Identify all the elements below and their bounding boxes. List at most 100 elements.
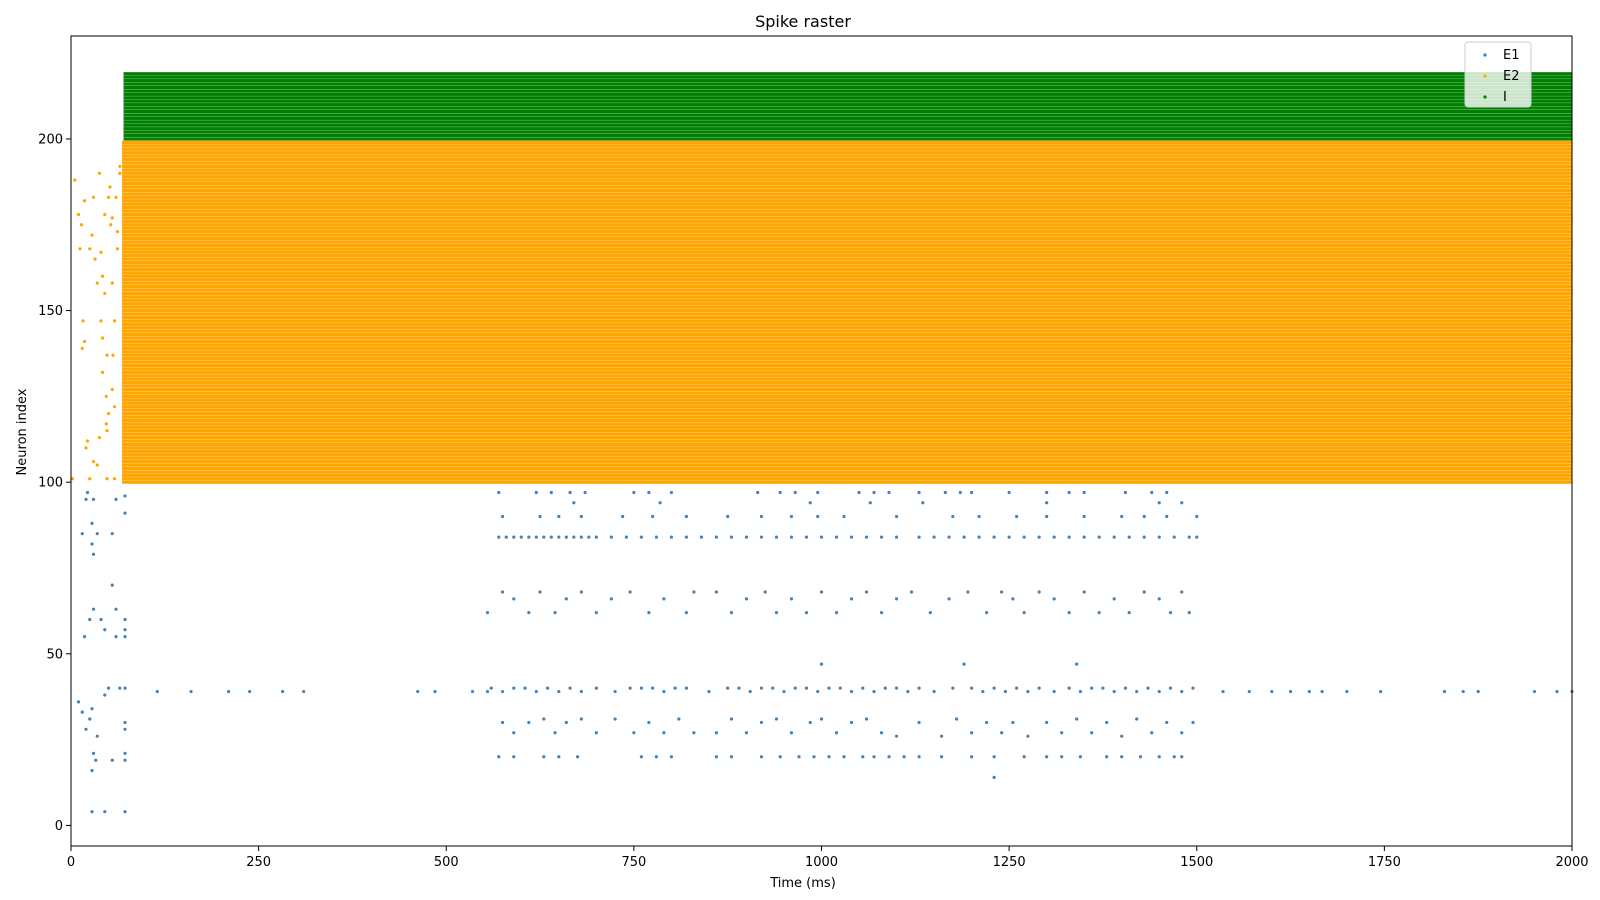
spike-point-e1	[744, 597, 749, 601]
spike-point-e1	[838, 686, 842, 690]
spike-point-e1	[1135, 689, 1139, 694]
spike-row-i	[123, 106, 1572, 110]
spike-row-i	[123, 123, 1572, 127]
spike-point-e2	[95, 281, 99, 285]
spike-row-e2	[122, 470, 1573, 474]
spike-point-e1	[1172, 755, 1176, 759]
spike-row-e2	[122, 343, 1573, 347]
spike-point-e1	[639, 535, 643, 539]
spike-point-e1	[1142, 535, 1146, 539]
spike-point-e1	[1307, 689, 1311, 694]
spike-point-e2	[108, 185, 112, 189]
spike-point-e1	[114, 497, 118, 501]
spike-point-e1	[553, 731, 557, 735]
spike-point-e1	[572, 501, 576, 505]
spike-point-e1	[189, 689, 193, 694]
legend-label-e1: E1	[1503, 48, 1520, 63]
spike-point-e2	[88, 477, 92, 481]
spike-point-e1	[1247, 689, 1251, 694]
spike-point-e1	[1157, 535, 1161, 539]
spike-point-e1	[872, 490, 876, 495]
spike-point-e1	[951, 514, 955, 519]
spike-point-e1	[849, 597, 854, 601]
spike-point-e1	[1007, 490, 1011, 495]
spike-row-e2	[122, 463, 1573, 467]
spike-row-e2	[122, 326, 1573, 330]
spike-point-e1	[1078, 755, 1083, 759]
spike-point-e1	[80, 532, 84, 536]
spike-point-e1	[729, 717, 734, 721]
spike-point-e1	[684, 611, 689, 615]
spike-point-e2	[104, 422, 108, 426]
spike-point-e1	[951, 686, 955, 690]
spike-row-e2	[122, 264, 1573, 268]
spike-point-e1	[759, 755, 764, 759]
spike-point-e2	[82, 199, 87, 203]
spike-row-e2	[122, 171, 1573, 175]
spike-point-e1	[500, 689, 505, 694]
spike-point-e1	[1120, 734, 1124, 738]
spike-row-e2	[122, 422, 1573, 426]
spike-point-e1	[1180, 731, 1184, 735]
spike-point-e2	[80, 346, 84, 350]
spike-point-e1	[1022, 611, 1026, 615]
spike-point-e1	[1105, 720, 1109, 725]
spike-point-e1	[1060, 731, 1064, 735]
spike-point-e1	[549, 535, 553, 539]
spike-point-e1	[1090, 686, 1094, 690]
legend-box	[1464, 41, 1532, 108]
spike-point-e1	[1011, 597, 1015, 601]
spike-point-e1	[756, 490, 760, 495]
x-tick-label: 750	[621, 855, 646, 870]
spike-point-e1	[729, 755, 734, 759]
spike-point-e1	[1082, 590, 1086, 594]
spike-point-e1	[658, 501, 662, 505]
spike-point-e2	[70, 477, 75, 481]
spike-point-e1	[1078, 689, 1083, 694]
spike-row-e2	[122, 473, 1573, 477]
spike-row-e2	[122, 278, 1573, 282]
spike-point-e1	[512, 731, 516, 735]
spike-point-e1	[774, 535, 779, 539]
spike-row-e2	[122, 408, 1573, 412]
spike-point-e1	[504, 535, 508, 539]
spike-point-e1	[1195, 535, 1199, 539]
spike-row-e2	[122, 240, 1573, 244]
spike-point-e2	[110, 387, 114, 392]
spike-row-e2	[122, 288, 1573, 292]
spike-point-e1	[110, 532, 114, 536]
spike-row-i	[123, 85, 1572, 90]
spike-point-e1	[947, 597, 951, 601]
spike-row-e2	[122, 199, 1573, 203]
spike-point-e1	[123, 758, 127, 762]
spike-row-e2	[122, 202, 1573, 206]
spike-point-e1	[673, 686, 677, 690]
spike-point-e1	[84, 497, 88, 501]
spike-point-e1	[90, 542, 94, 546]
spike-point-e1	[789, 597, 794, 601]
spike-point-e1	[970, 755, 974, 759]
spike-point-e1	[902, 755, 906, 759]
spike-row-e2	[122, 405, 1573, 409]
spike-point-e1	[534, 689, 538, 694]
spike-point-e1	[1067, 490, 1071, 495]
spike-point-e1	[714, 731, 719, 735]
spike-point-e1	[1045, 490, 1049, 495]
spike-point-e1	[879, 535, 884, 539]
spike-point-e1	[594, 731, 598, 735]
spike-point-e1	[485, 611, 490, 615]
spike-point-e1	[917, 755, 921, 759]
spike-point-e1	[549, 490, 553, 495]
spike-point-e2	[100, 274, 105, 278]
spike-row-e2	[122, 312, 1573, 316]
spike-point-e1	[519, 535, 523, 539]
spike-point-e1	[1112, 597, 1116, 601]
spike-row-e2	[122, 319, 1573, 323]
spike-point-e2	[109, 223, 113, 227]
spike-point-e1	[123, 635, 127, 639]
legend-marker-e1	[1483, 53, 1487, 57]
spike-row-e2	[122, 439, 1573, 443]
spike-row-i	[123, 96, 1572, 100]
spike-point-e1	[662, 731, 666, 735]
spike-point-e1	[816, 689, 820, 694]
